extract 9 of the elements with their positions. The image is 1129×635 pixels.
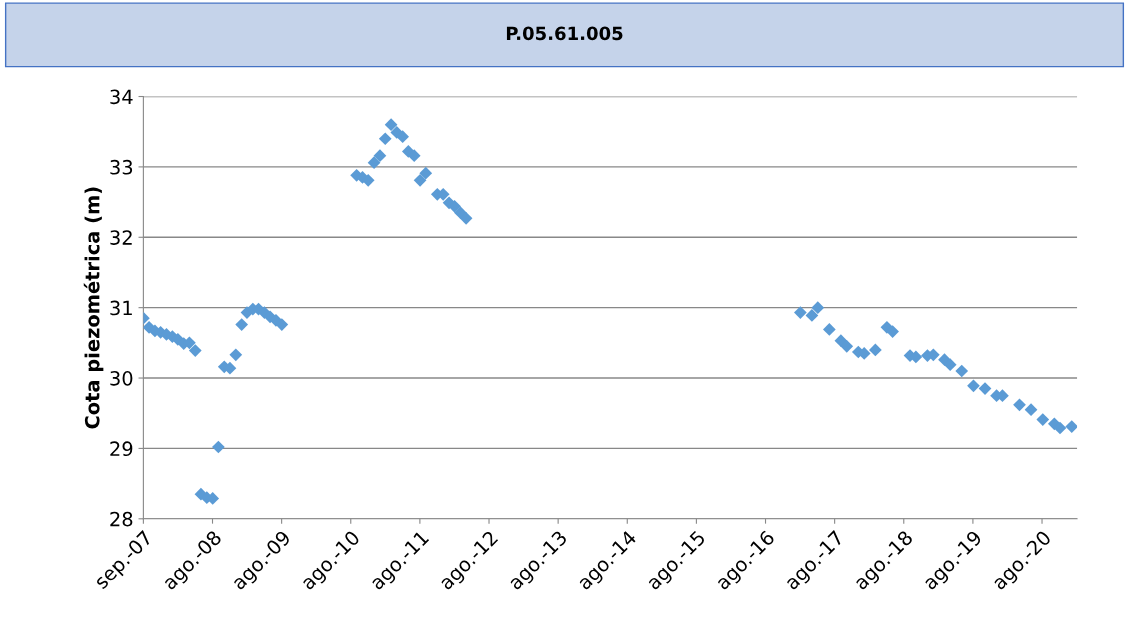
- y-tick-label: 33: [110, 159, 133, 175]
- y-tick-label: 28: [110, 511, 133, 527]
- y-tick-label: 29: [110, 441, 133, 457]
- y-axis-title: Cota piezométrica (m): [83, 187, 104, 429]
- chart-title: P.05.61.005: [506, 26, 623, 41]
- y-tick-label: 31: [110, 300, 132, 316]
- y-tick-label: 34: [110, 89, 133, 105]
- y-tick-label: 30: [110, 370, 133, 386]
- y-tick-label: 32: [110, 230, 132, 245]
